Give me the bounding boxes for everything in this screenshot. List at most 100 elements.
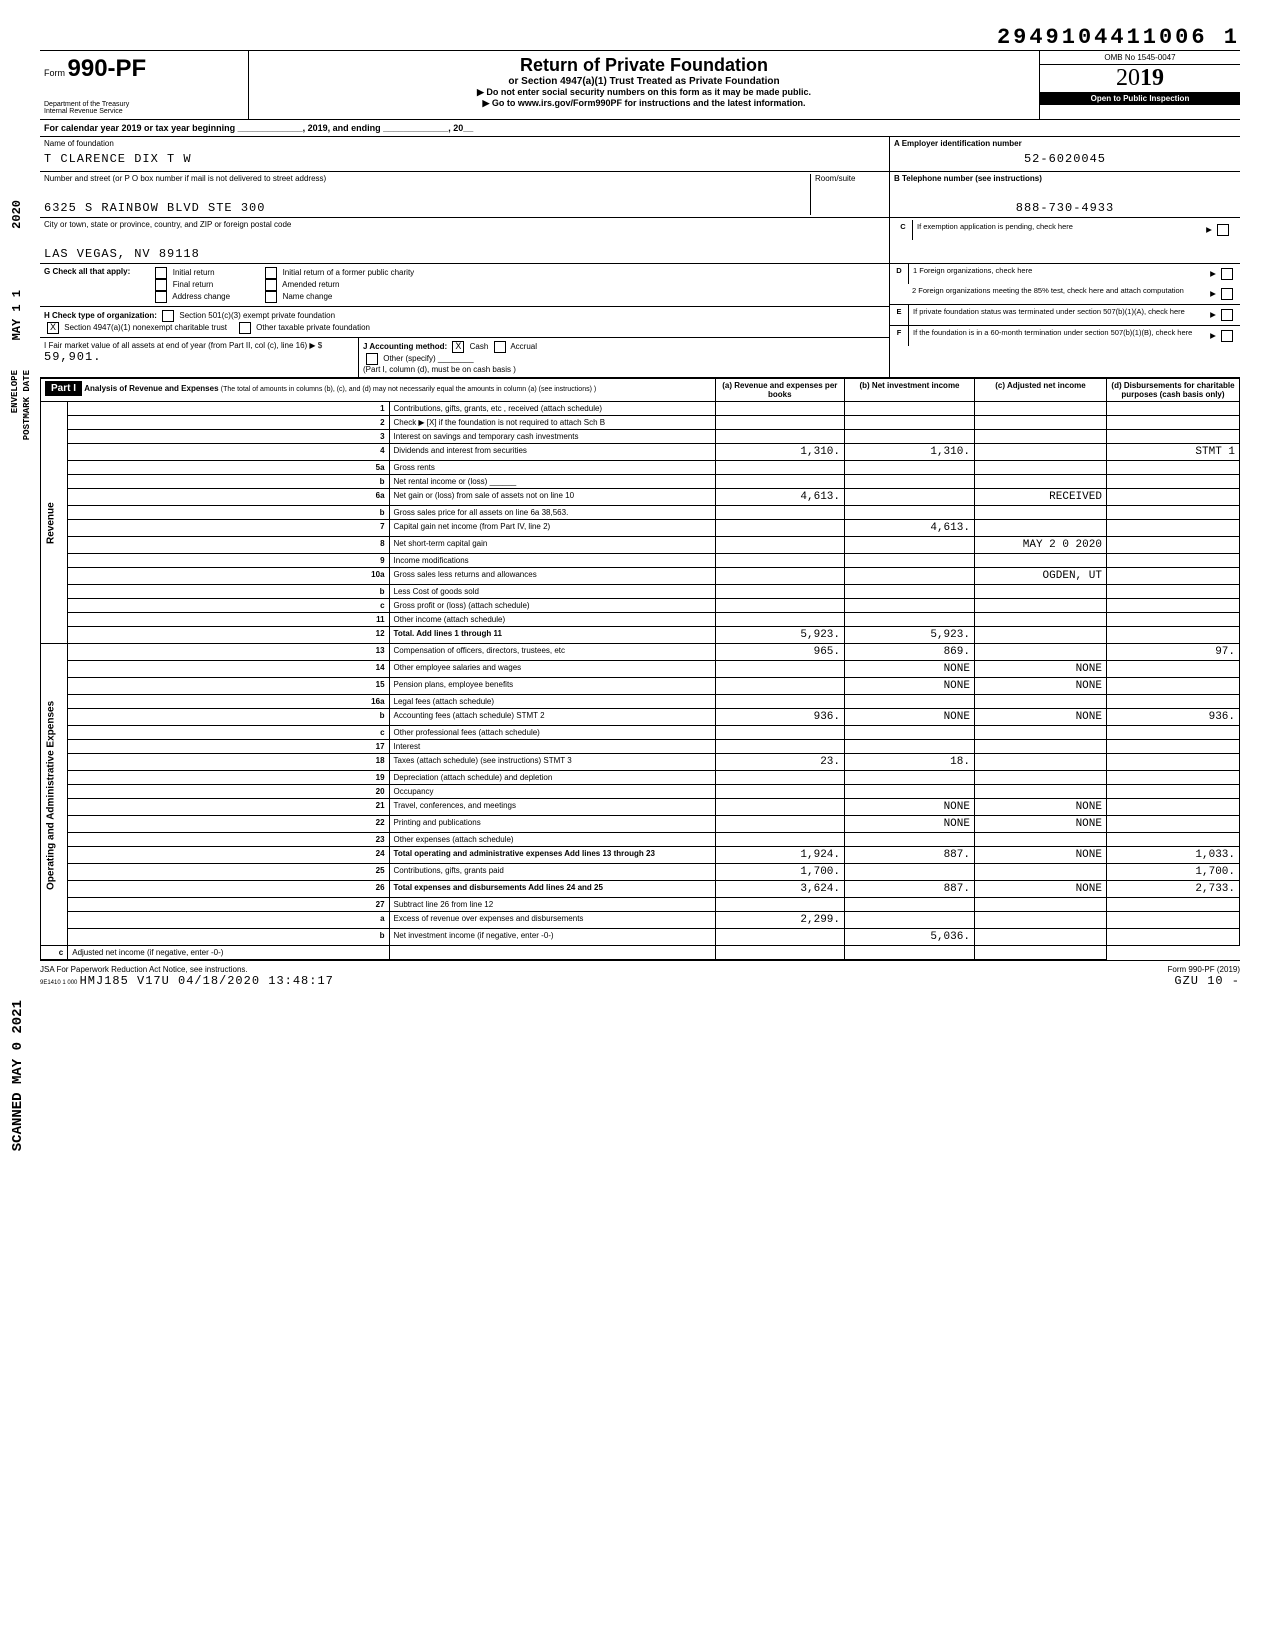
row-desc: Dividends and interest from securities — [389, 444, 715, 461]
g-final-checkbox[interactable] — [155, 279, 167, 291]
row-val-b: NONE — [845, 709, 975, 726]
d2-checkbox[interactable] — [1221, 288, 1233, 300]
row-val-a — [715, 461, 844, 475]
row-desc: Subtract line 26 from line 12 — [389, 898, 715, 912]
table-row: cOther professional fees (attach schedul… — [41, 726, 1240, 740]
row-val-a — [715, 402, 844, 416]
row-num: 10a — [68, 568, 389, 585]
row-val-a — [715, 475, 844, 489]
table-row: 15Pension plans, employee benefitsNONENO… — [41, 678, 1240, 695]
part1-title: Analysis of Revenue and Expenses — [84, 384, 218, 393]
row-val-b — [845, 771, 975, 785]
table-row: 18Taxes (attach schedule) (see instructi… — [41, 754, 1240, 771]
row-num: 7 — [68, 520, 389, 537]
g-former-checkbox[interactable] — [265, 267, 277, 279]
h-other-checkbox[interactable] — [239, 322, 251, 334]
j-accrual-checkbox[interactable] — [494, 341, 506, 353]
table-row: 10aGross sales less returns and allowanc… — [41, 568, 1240, 585]
table-row: 17Interest — [41, 740, 1240, 754]
form-note-1: ▶ Do not enter social security numbers o… — [253, 87, 1035, 98]
row-val-a: 936. — [715, 709, 844, 726]
row-val-a — [715, 661, 844, 678]
footer-stamp: HMJ185 V17U 04/18/2020 13:48:17 — [80, 970, 334, 988]
sections-g-through-f: G Check all that apply: Initial return F… — [40, 264, 1240, 378]
row-desc: Interest — [389, 740, 715, 754]
row-num: c — [68, 726, 389, 740]
row-val-a — [715, 520, 844, 537]
row-val-c — [974, 740, 1106, 754]
row-val-a: 1,924. — [715, 847, 844, 864]
row-val-c — [974, 929, 1106, 946]
h-501c3-checkbox[interactable] — [162, 310, 174, 322]
row-val-b — [845, 695, 975, 709]
col-a-header: (a) Revenue and expenses per books — [715, 379, 844, 402]
g-amended-checkbox[interactable] — [265, 279, 277, 291]
row-val-a: 4,613. — [715, 489, 844, 506]
f-checkbox[interactable] — [1221, 330, 1233, 342]
ein-label: A Employer identification number — [894, 139, 1236, 148]
part1-header: Part I — [45, 381, 82, 396]
d1-checkbox[interactable] — [1221, 268, 1233, 280]
row-val-a: 23. — [715, 754, 844, 771]
i-value: 59,901. — [44, 346, 101, 364]
section-c-text: If exemption application is pending, che… — [913, 220, 1202, 240]
row-val-a: 3,624. — [715, 881, 844, 898]
j-cash-checkbox[interactable]: X — [452, 341, 464, 353]
row-val-c — [974, 644, 1106, 661]
margin-2020: 2020 — [10, 200, 24, 229]
j-accrual: Accrual — [510, 342, 537, 351]
row-val-b — [845, 554, 975, 568]
row-val-c: NONE — [974, 661, 1106, 678]
g-name-checkbox[interactable] — [265, 291, 277, 303]
section-g: G Check all that apply: Initial return F… — [40, 264, 889, 307]
revenue-side-label: Revenue — [41, 402, 68, 644]
g-address-checkbox[interactable] — [155, 291, 167, 303]
row-num: 17 — [68, 740, 389, 754]
col-c-header: (c) Adjusted net income — [974, 379, 1106, 402]
part1-note: (The total of amounts in columns (b), (c… — [221, 386, 596, 393]
row-val-d — [1106, 912, 1239, 929]
row-num: 1 — [68, 402, 389, 416]
j-cash: Cash — [470, 342, 489, 351]
g-opt-0: Initial return — [173, 268, 215, 277]
row-num: b — [68, 585, 389, 599]
row-val-c — [974, 754, 1106, 771]
row-desc: Other income (attach schedule) — [389, 613, 715, 627]
table-row: 22Printing and publicationsNONENONE — [41, 816, 1240, 833]
row-desc: Net rental income or (loss) ______ — [389, 475, 715, 489]
row-desc: Gross profit or (loss) (attach schedule) — [389, 599, 715, 613]
section-d-letter: D — [890, 264, 909, 284]
row-val-d — [1106, 726, 1239, 740]
row-desc: Less Cost of goods sold — [389, 585, 715, 599]
row-num: 2 — [68, 416, 389, 430]
row-val-d — [1106, 461, 1239, 475]
h-label: H Check type of organization: — [44, 311, 157, 320]
e-checkbox[interactable] — [1221, 309, 1233, 321]
margin-envelope: ENVELOPE — [10, 370, 20, 413]
row-val-b — [845, 864, 975, 881]
section-c-checkbox[interactable] — [1217, 224, 1229, 236]
row-val-b: NONE — [845, 816, 975, 833]
row-val-c: NONE — [974, 847, 1106, 864]
j-other-checkbox[interactable] — [366, 353, 378, 365]
row-val-c: NONE — [974, 816, 1106, 833]
g-initial-checkbox[interactable] — [155, 267, 167, 279]
row-val-c — [974, 506, 1106, 520]
row-val-b: 869. — [845, 644, 975, 661]
h-4947-checkbox[interactable]: X — [47, 322, 59, 334]
row-val-c — [974, 898, 1106, 912]
row-val-c: NONE — [974, 678, 1106, 695]
table-row: 3Interest on savings and temporary cash … — [41, 430, 1240, 444]
margin-may11: MAY 1 1 — [10, 290, 24, 340]
row-val-c — [974, 475, 1106, 489]
row-val-a: 1,310. — [715, 444, 844, 461]
section-h: H Check type of organization: Section 50… — [40, 307, 889, 338]
row-val-b: 887. — [845, 881, 975, 898]
row-val-b — [845, 506, 975, 520]
row-num: b — [68, 475, 389, 489]
row-val-b: 18. — [845, 754, 975, 771]
row-val-c — [845, 946, 975, 960]
table-row: 8Net short-term capital gainMAY 2 0 2020 — [41, 537, 1240, 554]
row-val-a — [715, 799, 844, 816]
row-val-d — [1106, 833, 1239, 847]
